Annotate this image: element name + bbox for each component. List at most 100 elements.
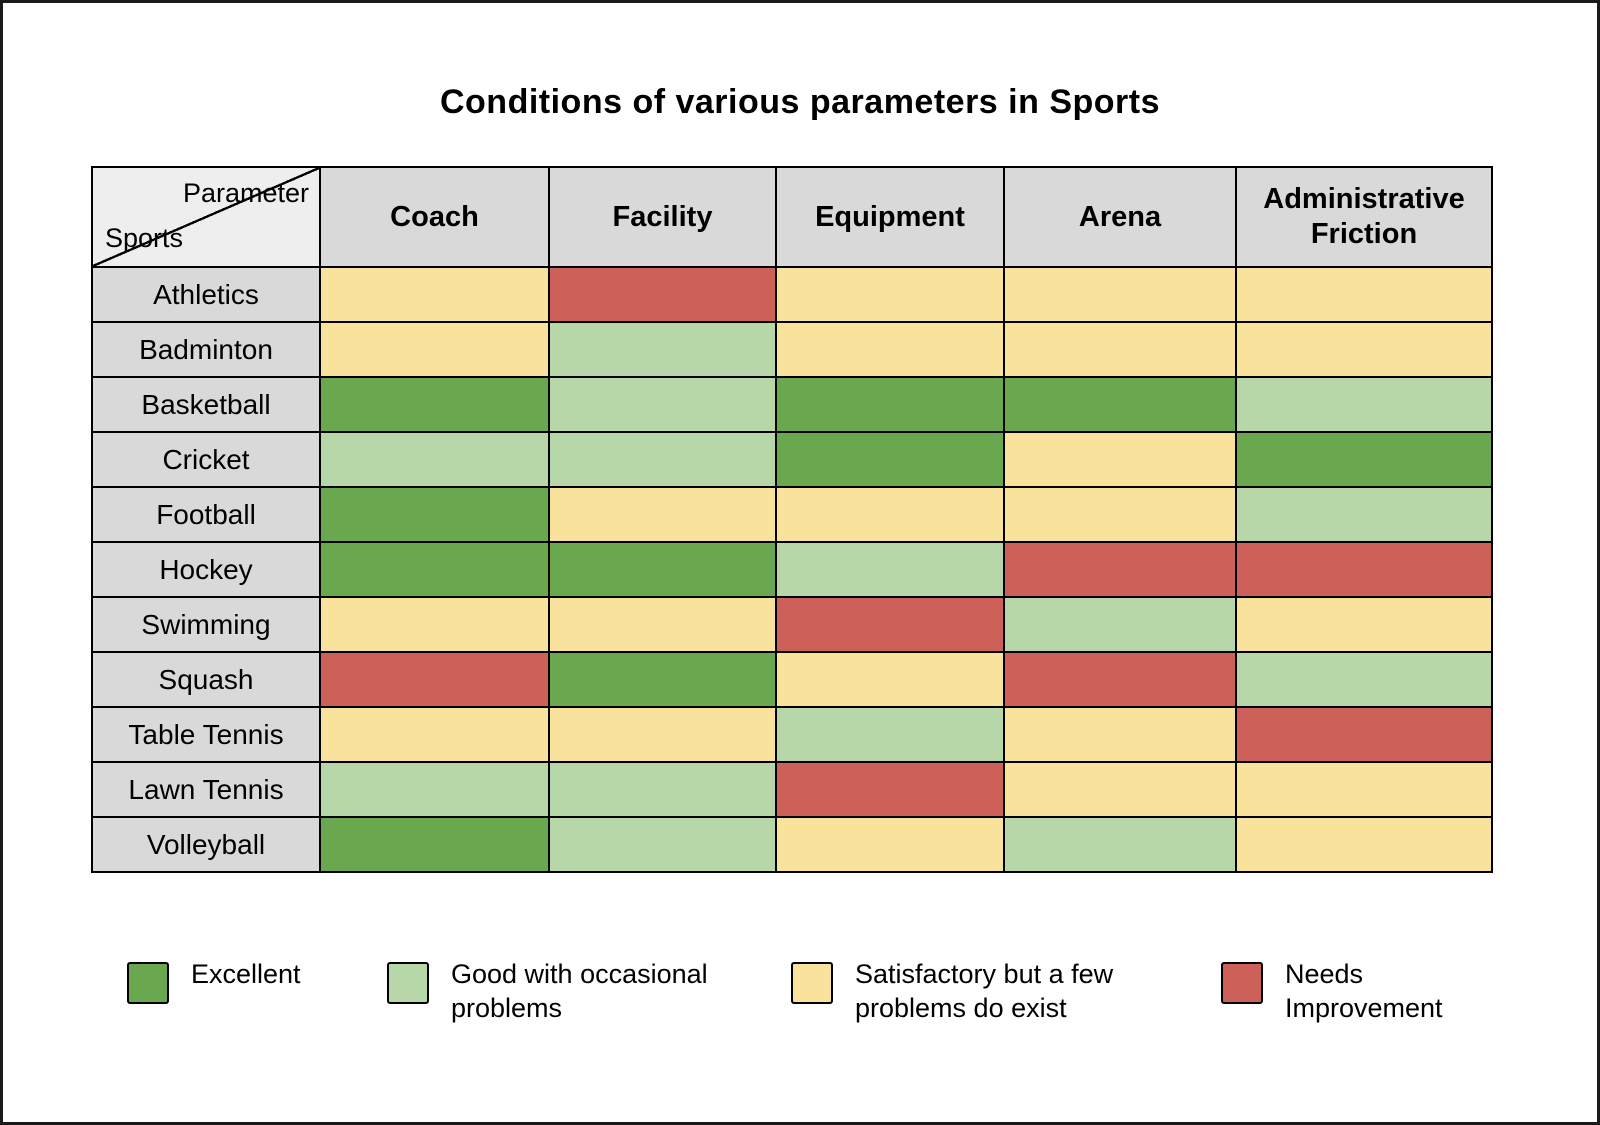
legend-item: Excellent <box>127 958 301 1004</box>
status-cell <box>319 431 550 488</box>
legend-swatch <box>127 962 169 1004</box>
table-row: Football <box>91 486 1493 543</box>
status-cell <box>775 761 1005 818</box>
conditions-table: Parameter Sports Coach Facility Equipment A… <box>91 166 1493 873</box>
legend-label: Needs Improvement <box>1285 959 1443 1023</box>
status-cell <box>319 706 550 763</box>
column-header: Administrative Friction <box>1235 166 1493 268</box>
table-row: Athletics <box>91 266 1493 323</box>
row-label: Swimming <box>91 596 321 653</box>
status-cell <box>775 541 1005 598</box>
row-label: Athletics <box>91 266 321 323</box>
status-cell <box>775 816 1005 873</box>
row-label: Badminton <box>91 321 321 378</box>
status-cell <box>548 816 777 873</box>
column-header: Coach <box>319 166 550 268</box>
status-cell <box>548 761 777 818</box>
status-cell <box>1003 596 1237 653</box>
status-cell <box>548 266 777 323</box>
table-row: Table Tennis <box>91 706 1493 763</box>
legend-label: Good with occasional problems <box>451 959 708 1023</box>
table-row: Squash <box>91 651 1493 708</box>
corner-parameter-label: Parameter <box>182 178 309 208</box>
row-label: Volleyball <box>91 816 321 873</box>
row-label: Football <box>91 486 321 543</box>
status-cell <box>1003 761 1237 818</box>
status-cell <box>1003 431 1237 488</box>
status-cell <box>1003 816 1237 873</box>
row-label: Table Tennis <box>91 706 321 763</box>
row-label: Lawn Tennis <box>91 761 321 818</box>
status-cell <box>548 431 777 488</box>
status-cell <box>775 431 1005 488</box>
status-cell <box>319 596 550 653</box>
status-cell <box>775 651 1005 708</box>
row-label: Cricket <box>91 431 321 488</box>
status-cell <box>1235 431 1493 488</box>
status-cell <box>319 266 550 323</box>
table-row: Basketball <box>91 376 1493 433</box>
status-cell <box>1235 321 1493 378</box>
table-row: Swimming <box>91 596 1493 653</box>
status-cell <box>319 651 550 708</box>
status-cell <box>319 376 550 433</box>
legend-swatch <box>791 962 833 1004</box>
row-label: Basketball <box>91 376 321 433</box>
corner-cell: Parameter Sports <box>91 166 321 268</box>
table-row: Badminton <box>91 321 1493 378</box>
status-cell <box>319 541 550 598</box>
status-cell <box>319 816 550 873</box>
legend-label: Excellent <box>191 959 301 989</box>
column-header: Equipment <box>775 166 1005 268</box>
status-cell <box>775 486 1005 543</box>
row-label: Hockey <box>91 541 321 598</box>
status-cell <box>775 596 1005 653</box>
table-row: Volleyball <box>91 816 1493 873</box>
legend-item: Good with occasional problems <box>387 958 751 1026</box>
status-cell <box>775 266 1005 323</box>
status-cell <box>1235 266 1493 323</box>
table-row: Cricket <box>91 431 1493 488</box>
status-cell <box>548 651 777 708</box>
status-cell <box>1235 761 1493 818</box>
status-cell <box>775 321 1005 378</box>
status-cell <box>775 376 1005 433</box>
status-cell <box>319 321 550 378</box>
legend-item: Satisfactory but a few problems do exist <box>791 958 1165 1026</box>
status-cell <box>1235 651 1493 708</box>
corner-sports-label: Sports <box>105 223 184 253</box>
table-row: Lawn Tennis <box>91 761 1493 818</box>
legend-swatch <box>1221 962 1263 1004</box>
status-cell <box>1003 706 1237 763</box>
status-cell <box>319 761 550 818</box>
matrix-body: Athletics Badminton Basketball Cricket Footb… <box>91 266 1493 873</box>
column-header: Facility <box>548 166 777 268</box>
status-cell <box>1235 816 1493 873</box>
status-cell <box>1235 376 1493 433</box>
status-cell <box>319 486 550 543</box>
status-cell <box>548 541 777 598</box>
status-cell <box>548 321 777 378</box>
legend-label: Satisfactory but a few problems do exist <box>855 959 1114 1023</box>
status-cell <box>548 596 777 653</box>
status-cell <box>1003 541 1237 598</box>
page-title: Conditions of various parameters in Spor… <box>439 83 1160 121</box>
status-cell <box>1235 541 1493 598</box>
legend-swatch <box>387 962 429 1004</box>
status-cell <box>1235 596 1493 653</box>
status-cell <box>775 706 1005 763</box>
status-cell <box>1003 266 1237 323</box>
status-cell <box>1235 486 1493 543</box>
status-cell <box>1003 651 1237 708</box>
status-cell <box>1003 376 1237 433</box>
legend-item: Needs Improvement <box>1221 958 1475 1026</box>
table-row: Hockey <box>91 541 1493 598</box>
status-cell <box>548 706 777 763</box>
column-header: Arena <box>1003 166 1237 268</box>
legend: Excellent Good with occasional problems Sa… <box>91 958 1515 1078</box>
header-row: Parameter Sports Coach Facility Equipment A… <box>91 166 1493 268</box>
status-cell <box>548 376 777 433</box>
status-cell <box>1003 486 1237 543</box>
row-label: Squash <box>91 651 321 708</box>
